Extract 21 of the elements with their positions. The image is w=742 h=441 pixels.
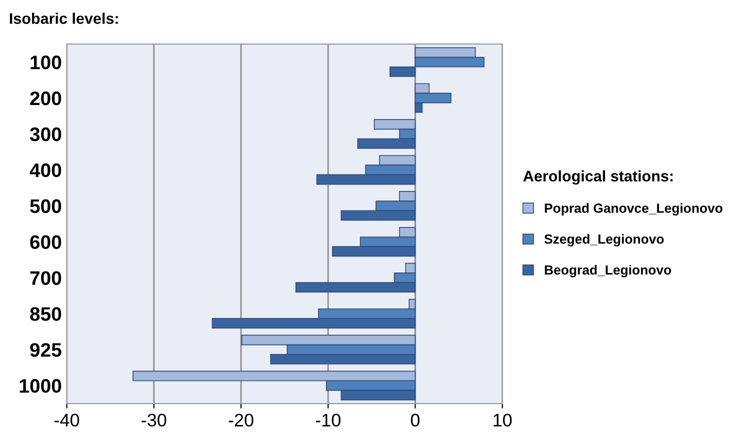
y-tick-label: 400 bbox=[30, 163, 62, 178]
y-tick-label: 700 bbox=[30, 271, 62, 285]
y-tick-label: 1000 bbox=[20, 379, 62, 393]
x-tick-label: -30 bbox=[142, 414, 166, 426]
y-tick-label: 850 bbox=[30, 307, 62, 321]
y-tick-label: 300 bbox=[30, 127, 62, 142]
y-tick-label: 925 bbox=[30, 343, 62, 357]
x-tick-label: 10 bbox=[494, 414, 512, 426]
y-tick-label: 600 bbox=[30, 235, 62, 250]
y-tick-label: 200 bbox=[30, 91, 62, 106]
legend-label: Szeged_Legionovo bbox=[544, 234, 664, 246]
x-tick-label: -40 bbox=[54, 414, 80, 426]
y-tick-label: 500 bbox=[30, 199, 62, 214]
x-tick-label: -20 bbox=[228, 414, 254, 426]
x-tick-label: 0 bbox=[410, 414, 420, 426]
legend-title: Aerological stations: bbox=[523, 170, 673, 185]
chart-title: Isobaric levels: bbox=[10, 12, 118, 24]
legend-label: Beograd_Legionovo bbox=[544, 264, 672, 278]
legend-label: Poprad Ganovce_Legionovo bbox=[544, 203, 722, 216]
x-tick-label: -10 bbox=[316, 414, 340, 426]
y-tick-label: 100 bbox=[30, 56, 62, 70]
